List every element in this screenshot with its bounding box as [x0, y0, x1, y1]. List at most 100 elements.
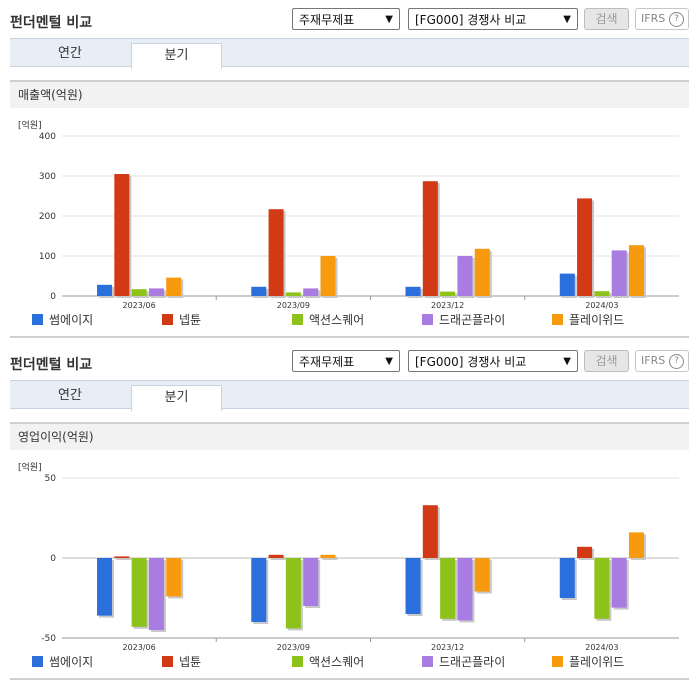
- peer-select-value: [FG000] 경쟁사 비교: [415, 13, 527, 27]
- operating-income-chart: [억원] -50 0 50 2023/06 2023/09 2023/12 2024/03 썸에…: [10, 450, 689, 680]
- y-tick-label: 100: [39, 252, 56, 262]
- x-tick-label: 2023/12: [431, 301, 464, 310]
- bar: [251, 558, 267, 622]
- y-tick-label: 50: [45, 474, 57, 484]
- bar: [114, 174, 130, 296]
- legend-label: 넵튠: [179, 655, 201, 669]
- bar: [628, 245, 644, 296]
- chevron-down-icon: ▼: [563, 356, 571, 367]
- fundamental-panel-revenue: 펀더멘털 비교 주재무제표 ▼ [FG000] 경쟁사 비교 ▼ 검색 IFRS? …: [10, 8, 689, 338]
- operating-income-chart-svg: [억원] -50 0 50 2023/06 2023/09 2023/12 2024/03 썸에…: [18, 461, 679, 669]
- bar: [628, 532, 644, 558]
- chart-subtitle: 영업이익(억원): [10, 422, 689, 450]
- divider: [10, 678, 689, 680]
- ifrs-label: IFRS: [641, 354, 666, 367]
- bar: [285, 558, 301, 629]
- peer-select[interactable]: [FG000] 경쟁사 비교 ▼: [408, 8, 578, 30]
- y-tick-label: 300: [39, 172, 56, 182]
- help-icon: ?: [669, 12, 684, 27]
- legend-swatch: [162, 656, 173, 667]
- y-tick-label: 0: [50, 554, 56, 564]
- bar: [474, 248, 490, 296]
- bar: [131, 289, 147, 296]
- y-tick-label: 400: [39, 132, 56, 142]
- unit-label: [억원]: [18, 119, 42, 131]
- legend-label: 플레이위드: [569, 313, 624, 327]
- bar: [320, 256, 336, 296]
- bar: [405, 286, 421, 296]
- tab-quarterly[interactable]: 분기: [131, 43, 222, 69]
- bar: [148, 558, 164, 630]
- divider: [10, 336, 689, 338]
- legend-swatch: [292, 656, 303, 667]
- bar: [320, 554, 336, 558]
- panel-title: 펀더멘털 비교: [10, 357, 93, 373]
- chart-subtitle: 매출액(억원): [10, 80, 689, 108]
- bar: [577, 198, 593, 296]
- statement-select-value: 주재무제표: [299, 13, 355, 27]
- bar: [457, 256, 473, 296]
- bar-shadow: [270, 556, 286, 560]
- x-tick-label: 2023/12: [431, 643, 464, 652]
- bar: [166, 277, 182, 296]
- bar-shadow: [116, 558, 132, 560]
- x-tick-label: 2023/06: [123, 643, 156, 652]
- legend-swatch: [162, 314, 173, 325]
- panel-title: 펀더멘털 비교: [10, 15, 93, 31]
- tab-quarterly[interactable]: 분기: [131, 385, 222, 411]
- legend-label: 드래곤플라이: [439, 313, 505, 327]
- bar: [131, 558, 147, 627]
- legend-label: 넵튠: [179, 313, 201, 327]
- legend-swatch: [552, 656, 563, 667]
- ifrs-button[interactable]: IFRS?: [635, 8, 689, 30]
- tab-annual[interactable]: 연간: [58, 388, 82, 403]
- legend-label: 플레이위드: [569, 655, 624, 669]
- legend-swatch: [292, 314, 303, 325]
- legend-label: 액션스퀘어: [309, 313, 364, 327]
- y-tick-label: 0: [50, 292, 56, 302]
- fundamental-panel-operating-income: 펀더멘털 비교 주재무제표 ▼ [FG000] 경쟁사 비교 ▼ 검색 IFRS? …: [0, 342, 696, 684]
- bar: [577, 546, 593, 558]
- legend-label: 썸에이지: [49, 313, 93, 327]
- revenue-chart-svg: [억원] 0 100 200 300 400 2023/06 2023/09 2023/12 20…: [18, 119, 679, 327]
- unit-label: [억원]: [18, 461, 42, 473]
- chevron-down-icon: ▼: [385, 356, 393, 367]
- help-icon: ?: [669, 354, 684, 369]
- bar: [422, 181, 438, 296]
- search-button[interactable]: 검색: [584, 350, 629, 372]
- legend-label: 썸에이지: [49, 655, 93, 669]
- x-tick-label: 2024/03: [585, 301, 618, 310]
- peer-select-value: [FG000] 경쟁사 비교: [415, 355, 527, 369]
- bar: [611, 558, 627, 608]
- bar: [559, 273, 575, 296]
- ifrs-label: IFRS: [641, 12, 666, 25]
- legend-swatch: [422, 656, 433, 667]
- bar: [268, 554, 284, 558]
- bar: [457, 558, 473, 621]
- legend-swatch: [552, 314, 563, 325]
- bar: [268, 209, 284, 296]
- search-button[interactable]: 검색: [584, 8, 629, 30]
- bar: [611, 250, 627, 296]
- ifrs-button[interactable]: IFRS?: [635, 350, 689, 372]
- bar: [97, 558, 113, 616]
- legend-label: 액션스퀘어: [309, 655, 364, 669]
- bar: [303, 558, 319, 606]
- chevron-down-icon: ▼: [385, 14, 393, 25]
- statement-select[interactable]: 주재무제표 ▼: [292, 8, 400, 30]
- bar: [474, 558, 490, 592]
- bar: [251, 286, 267, 296]
- bar: [559, 558, 575, 598]
- statement-select[interactable]: 주재무제표 ▼: [292, 350, 400, 372]
- bar: [440, 558, 456, 619]
- legend-label: 드래곤플라이: [439, 655, 505, 669]
- legend-swatch: [32, 656, 43, 667]
- bar: [97, 284, 113, 296]
- legend-swatch: [32, 314, 43, 325]
- peer-select[interactable]: [FG000] 경쟁사 비교 ▼: [408, 350, 578, 372]
- bar: [422, 505, 438, 558]
- tab-annual[interactable]: 연간: [58, 46, 82, 61]
- bar: [405, 558, 421, 614]
- bar-shadow: [287, 294, 303, 298]
- y-tick-label: -50: [41, 634, 56, 644]
